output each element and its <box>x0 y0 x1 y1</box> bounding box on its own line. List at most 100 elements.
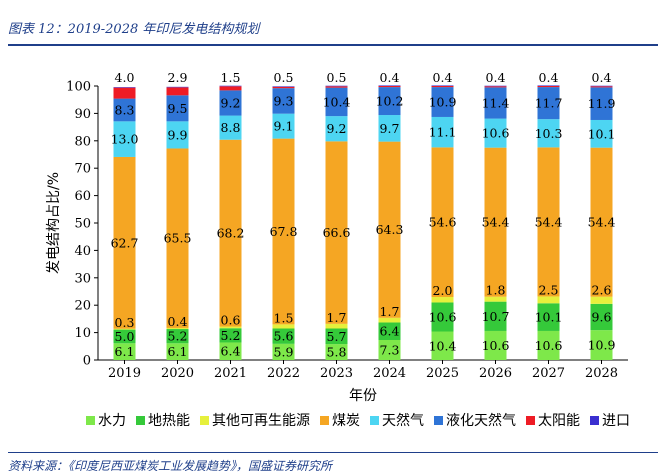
data-label: 10.7 <box>482 309 510 324</box>
legend-label: 其他可再生能源 <box>212 413 310 429</box>
bar-segment <box>431 331 454 360</box>
x-tick-label: 2019 <box>108 366 141 381</box>
x-tick-label: 2022 <box>267 366 300 381</box>
legend-label: 地热能 <box>148 413 190 429</box>
bar-segment <box>325 328 348 345</box>
legend-label: 天然气 <box>382 413 424 429</box>
data-label: 9.9 <box>168 127 188 142</box>
legend-item: 煤炭 <box>320 410 360 430</box>
bar-segment <box>378 339 401 360</box>
bar-segment <box>431 147 454 297</box>
bar-segment <box>537 87 560 120</box>
x-tick-label: 2020 <box>161 366 194 381</box>
bar-segment <box>272 328 295 344</box>
bar-segment <box>219 326 242 329</box>
bar-segment <box>325 85 348 87</box>
x-tick-label: 2026 <box>479 366 512 381</box>
bar-segment <box>166 87 189 96</box>
bar-segment <box>219 85 242 87</box>
data-label: 9.2 <box>221 95 241 110</box>
data-label: 6.4 <box>221 344 241 359</box>
bar-segment <box>537 303 560 331</box>
bar-segment <box>378 85 401 86</box>
legend-swatch <box>320 415 329 425</box>
bar-segment <box>219 139 242 327</box>
data-label: 2.6 <box>592 283 612 298</box>
bar-segment <box>590 119 613 148</box>
data-label: 1.7 <box>380 304 400 319</box>
legend-swatch <box>526 415 535 425</box>
y-tick-label: 80 <box>74 134 91 149</box>
data-label: 54.4 <box>588 215 616 230</box>
data-label: 10.1 <box>588 126 616 141</box>
data-label: 5.2 <box>221 328 241 343</box>
legend-label: 水力 <box>98 413 126 429</box>
bar-segment <box>325 86 348 88</box>
bar-segment <box>431 302 454 332</box>
data-label: 1.5 <box>221 70 241 85</box>
bar-segment <box>378 141 401 318</box>
legend-item: 水力 <box>86 410 126 430</box>
data-label: 6.1 <box>115 344 135 359</box>
data-label: 7.3 <box>380 342 400 357</box>
data-label: 11.4 <box>482 95 510 110</box>
data-label: 9.5 <box>168 101 188 116</box>
data-label: 10.1 <box>535 310 563 325</box>
legend-item: 天然气 <box>370 410 424 430</box>
data-label: 8.8 <box>221 120 241 135</box>
data-label: 67.8 <box>270 224 298 239</box>
bar-segment <box>219 90 242 116</box>
bar-segment <box>484 87 507 119</box>
legend-swatch <box>136 415 145 425</box>
bar-segment <box>272 88 295 114</box>
data-label: 10.6 <box>535 338 563 353</box>
y-tick-label: 90 <box>74 107 91 122</box>
bar-segment <box>537 86 560 88</box>
x-axis-title: 年份 <box>349 388 377 404</box>
legend-swatch <box>370 415 379 425</box>
bar-segment <box>590 330 613 360</box>
bar-segment <box>590 303 613 331</box>
data-label: 0.6 <box>221 313 241 328</box>
data-label: 1.7 <box>327 310 347 325</box>
legend-swatch <box>590 415 599 425</box>
bar-segment <box>378 115 401 142</box>
figure-title: 图表 12：2019-2028 年印尼发电结构规划 <box>8 22 260 37</box>
data-label: 0.3 <box>115 315 135 330</box>
bar-segment <box>484 301 507 331</box>
legend-label: 煤炭 <box>332 413 360 429</box>
data-label: 5.6 <box>274 329 294 344</box>
bar-segment <box>378 87 401 116</box>
bar-segment <box>325 87 348 117</box>
bar-segment <box>484 85 507 87</box>
data-label: 1.8 <box>486 283 506 298</box>
data-label: 4.0 <box>115 70 135 85</box>
bar-segment <box>590 85 613 87</box>
bar-segment <box>378 86 401 88</box>
legend-label: 进口 <box>602 413 630 429</box>
data-label: 1.5 <box>274 310 294 325</box>
data-label: 9.6 <box>592 309 612 324</box>
y-tick-label: 70 <box>74 162 91 177</box>
data-label: 6.4 <box>380 324 400 339</box>
bar-segment <box>378 317 401 323</box>
x-tick-label: 2023 <box>320 366 353 381</box>
x-tick-label: 2024 <box>373 366 406 381</box>
bar-segment <box>166 343 189 360</box>
data-label: 65.5 <box>164 231 192 246</box>
data-label: 9.3 <box>274 93 294 108</box>
bar-segment <box>166 329 189 344</box>
bar-segment <box>431 85 454 86</box>
bar-segment <box>590 296 613 304</box>
bar-segment <box>113 98 136 122</box>
data-label: 10.6 <box>429 309 457 324</box>
bar-segment <box>113 121 136 157</box>
data-label: 10.6 <box>482 126 510 141</box>
data-label: 10.4 <box>429 338 457 353</box>
bar-segment <box>537 296 560 304</box>
bar-segment <box>219 86 242 91</box>
bar-segment <box>166 121 189 149</box>
bar-segment <box>272 343 295 360</box>
bar-segment <box>484 86 507 88</box>
data-label: 0.4 <box>539 70 559 85</box>
